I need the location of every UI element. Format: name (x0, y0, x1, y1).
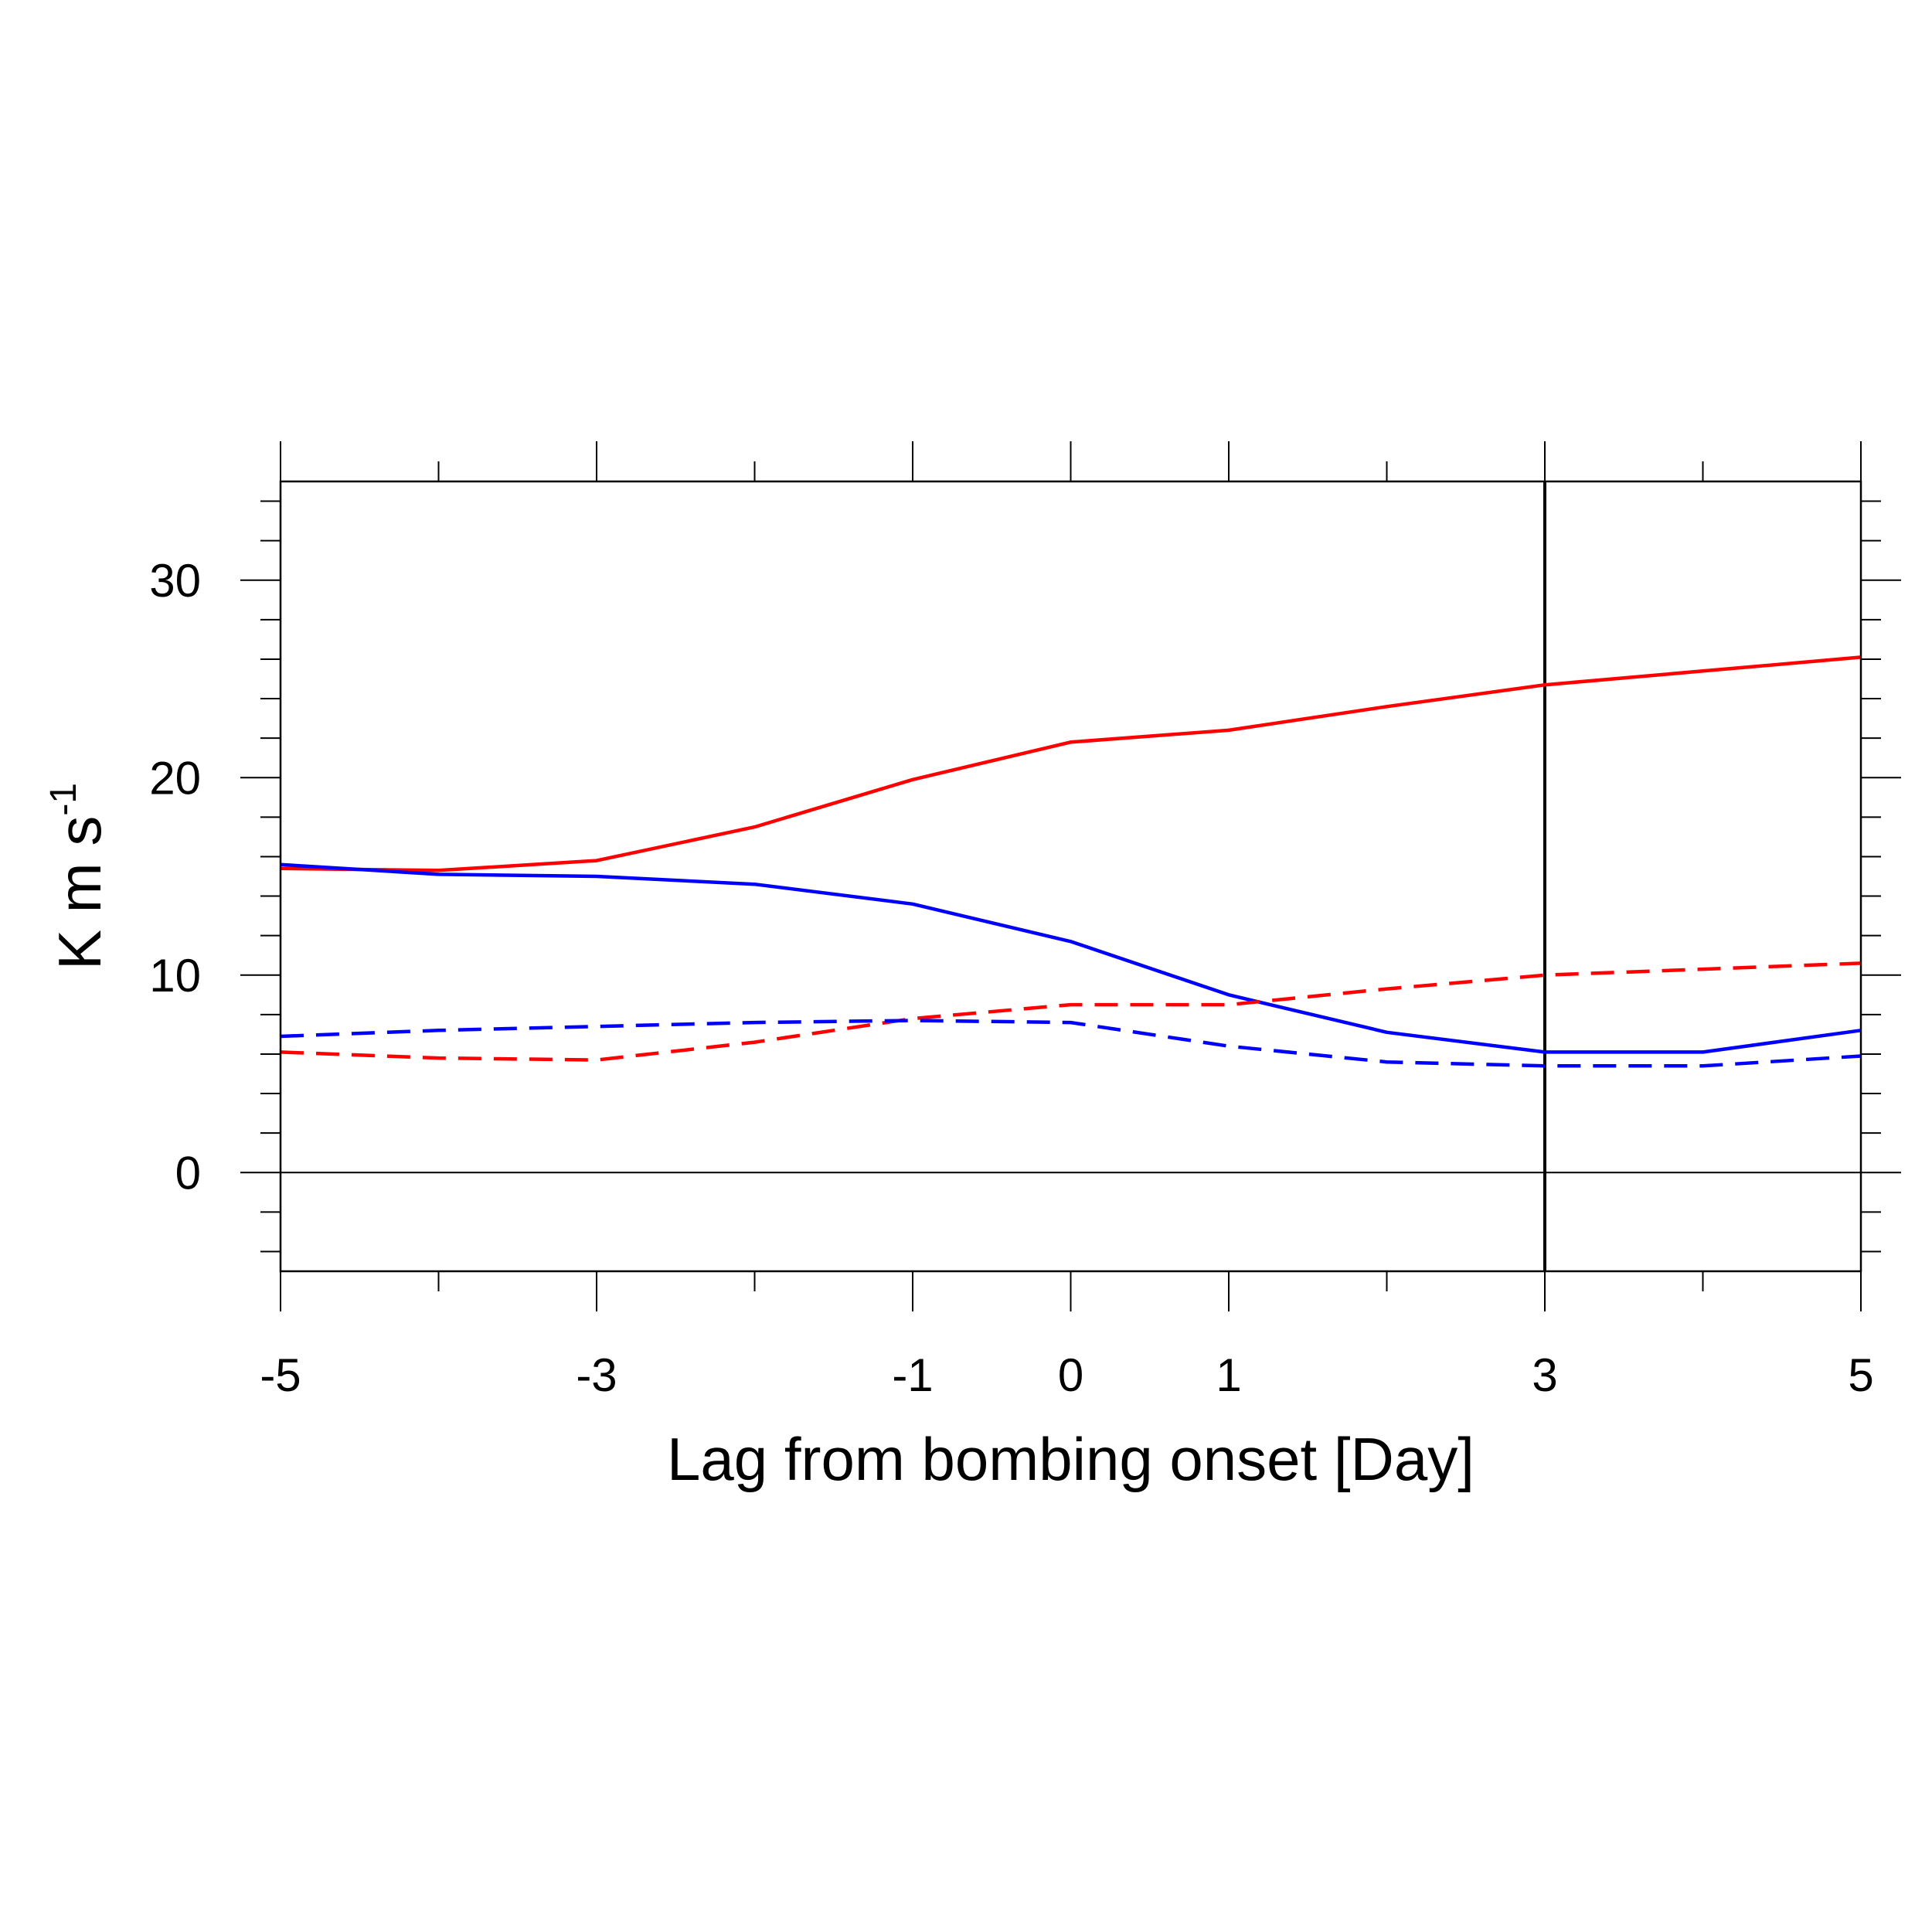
series-line-3 (280, 961, 1862, 1062)
y-axis-title-superscript: -1 (43, 783, 84, 816)
plot-frame (279, 480, 1862, 1273)
x-tick-label: -1 (892, 1349, 933, 1401)
y-axis-title: K m s-1 (43, 783, 114, 970)
series-line-2 (280, 862, 1862, 1054)
x-tick-label: -3 (576, 1349, 617, 1401)
y-tick-label: 20 (149, 752, 201, 804)
series-line-4 (280, 1019, 1862, 1068)
series-lines (280, 655, 1862, 1068)
reference-lines (281, 481, 1861, 1271)
y-tick-label: 0 (175, 1147, 201, 1199)
x-tick-label: -5 (260, 1349, 301, 1401)
x-tick-label: 0 (1058, 1349, 1083, 1401)
y-tick-label: 30 (149, 555, 201, 607)
tick-labels: -5 -3 -1 0 1 3 5 0 10 20 30 (149, 555, 1873, 1401)
x-tick-label: 5 (1848, 1349, 1873, 1401)
x-tick-label: 3 (1532, 1349, 1557, 1401)
y-tick-label: 10 (149, 950, 201, 1002)
x-tick-label: 1 (1216, 1349, 1241, 1401)
axis-ticks (240, 441, 1901, 1311)
y-axis-title-main: K m s (46, 816, 114, 970)
series-line-1 (280, 655, 1862, 872)
x-axis-title: Lag from bombing onset [Day] (667, 1425, 1475, 1493)
